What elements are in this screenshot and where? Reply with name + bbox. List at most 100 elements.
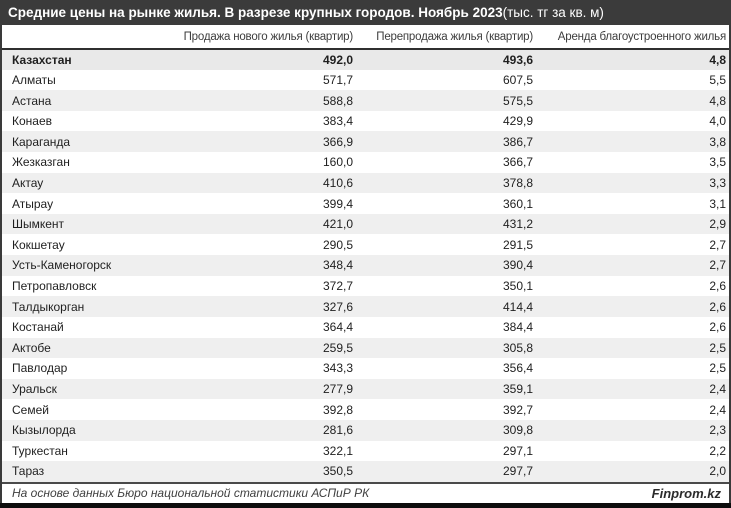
row-value: 2,5 [709,361,726,376]
row-value: 4,8 [709,52,726,67]
footer: На основе данных Бюро национальной стати… [2,481,729,503]
table-row: Тараз 350,5 297,7 2,0 [2,461,729,482]
row-label: Павлодар [12,361,68,376]
row-value: 4,8 [709,93,726,108]
row-value: 360,1 [502,196,533,211]
table-body: Казахстан 492,0 493,6 4,8 Алматы 571,7 607,5 5,… [2,49,729,482]
column-header-row: Продажа нового жилья (квартир) Перепрода… [2,25,729,50]
row-value: 348,4 [322,258,353,273]
row-value: 2,6 [709,279,726,293]
table-row: Астана 588,8 575,5 4,8 [2,90,729,111]
row-value: 493,6 [502,52,533,67]
row-value: 297,1 [502,443,533,458]
table-row: Петропавловск 372,7 350,1 2,6 [2,276,729,297]
row-value: 3,3 [709,175,726,190]
row-label: Конаев [12,114,53,129]
row-value: 359,1 [502,382,533,397]
row-value: 305,8 [502,340,533,355]
row-value: 2,9 [709,217,726,232]
row-value: 3,5 [709,155,726,170]
title-unit: (тыс. тг за кв. м) [502,5,604,20]
row-label: Жезказган [12,155,70,170]
row-label: Кокшетау [12,237,65,252]
col-header-new-sale: Продажа нового жилья (квартир) [176,25,356,50]
row-value: 297,7 [502,464,533,479]
row-value: 2,4 [709,402,726,417]
brand-mark: Finprom.kz [651,485,721,501]
row-value: 160,0 [322,155,353,170]
row-value: 290,5 [322,237,353,252]
row-value: 366,7 [502,155,533,170]
row-label: Казахстан [12,52,72,67]
row-value: 4,0 [709,114,726,129]
row-value: 390,4 [502,258,533,273]
row-value: 492,0 [322,52,353,67]
row-value: 5,5 [709,72,726,87]
row-value: 2,3 [709,423,726,438]
row-value: 277,9 [322,382,353,397]
row-value: 607,5 [502,72,533,87]
table-row: Усть-Каменогорск 348,4 390,4 2,7 [2,255,729,276]
row-value: 383,4 [322,114,353,129]
row-label: Талдыкорган [12,299,85,314]
source-note: На основе данных Бюро национальной стати… [12,486,370,501]
row-value: 421,0 [322,217,353,232]
row-value: 281,6 [322,423,353,438]
row-value: 2,0 [709,464,726,479]
table-row: Атырау 399,4 360,1 3,1 [2,193,729,214]
row-value: 392,7 [502,402,533,417]
row-value: 2,2 [709,443,726,458]
row-value: 410,6 [322,175,353,190]
row-value: 259,5 [322,340,353,355]
table-row: Талдыкорган 327,6 414,4 2,6 [2,296,729,317]
row-label: Астана [12,93,52,108]
col-header-rent: Аренда благоустроенного жилья [536,25,729,50]
row-value: 350,5 [322,464,353,479]
row-value: 414,4 [502,299,533,314]
row-label: Актау [12,175,44,190]
table-frame: Продажа нового жилья (квартир) Перепрода… [0,25,731,503]
bottom-bar [0,503,731,508]
table-row: Костанай 364,4 384,4 2,6 [2,317,729,338]
table-row: Алматы 571,7 607,5 5,5 [2,70,729,91]
row-label: Караганда [12,134,71,149]
row-value: 291,5 [502,237,533,252]
row-value: 588,8 [322,93,353,108]
row-value: 372,7 [322,279,353,293]
col-header-resale: Перепродажа жилья (квартир) [356,25,536,50]
row-value: 2,4 [709,382,726,397]
row-value: 2,7 [709,237,726,252]
row-label: Усть-Каменогорск [12,258,112,273]
col-header-region [2,25,176,50]
row-label: Шымкент [12,217,65,232]
row-value: 366,9 [322,134,353,149]
table-row: Жезказган 160,0 366,7 3,5 [2,152,729,173]
title-bar: Средние цены на рынке жилья. В разрезе к… [0,0,731,25]
page-title: Средние цены на рынке жилья. В разрезе к… [8,5,503,20]
table-row: Павлодар 343,3 356,4 2,5 [2,358,729,379]
row-value: 399,4 [322,196,353,211]
row-label: Петропавловск [12,279,97,293]
table-row: Караганда 366,9 386,7 3,8 [2,131,729,153]
row-value: 384,4 [502,320,533,335]
row-value: 3,1 [709,196,726,211]
row-value: 356,4 [502,361,533,376]
row-label: Костанай [12,320,64,335]
table-row: Актобе 259,5 305,8 2,5 [2,337,729,359]
row-value: 343,3 [322,361,353,376]
row-value: 429,9 [502,114,533,129]
row-value: 571,7 [322,72,353,87]
table-row: Семей 392,8 392,7 2,4 [2,399,729,420]
table-row: Казахстан 492,0 493,6 4,8 [2,49,729,70]
row-value: 2,7 [709,258,726,273]
row-label: Алматы [12,72,56,87]
row-label: Семей [12,402,49,417]
row-label: Атырау [12,196,54,211]
table-row: Конаев 383,4 429,9 4,0 [2,111,729,132]
row-value: 386,7 [502,134,533,149]
row-value: 2,5 [709,340,726,355]
row-value: 392,8 [322,402,353,417]
table-row: Кокшетау 290,5 291,5 2,7 [2,234,729,255]
row-label: Тараз [12,464,45,479]
